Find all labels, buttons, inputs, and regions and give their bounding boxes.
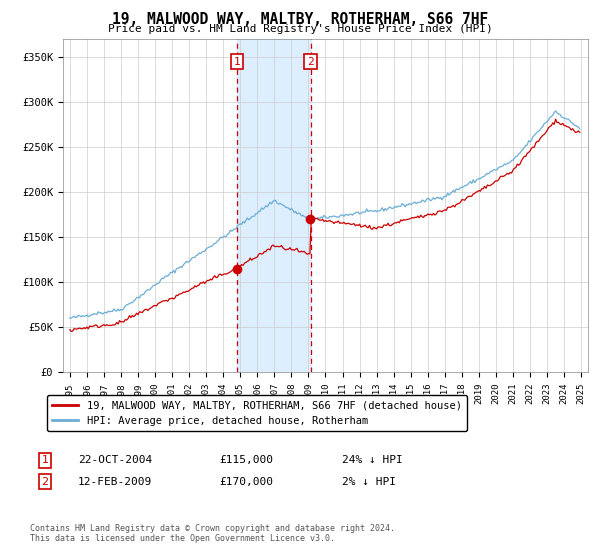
Text: 1: 1 <box>41 455 49 465</box>
Text: Contains HM Land Registry data © Crown copyright and database right 2024.
This d: Contains HM Land Registry data © Crown c… <box>30 524 395 543</box>
Text: 22-OCT-2004: 22-OCT-2004 <box>78 455 152 465</box>
Text: 2: 2 <box>307 57 314 67</box>
Text: 12-FEB-2009: 12-FEB-2009 <box>78 477 152 487</box>
Text: £170,000: £170,000 <box>219 477 273 487</box>
Text: 24% ↓ HPI: 24% ↓ HPI <box>342 455 403 465</box>
Text: 19, MALWOOD WAY, MALTBY, ROTHERHAM, S66 7HF: 19, MALWOOD WAY, MALTBY, ROTHERHAM, S66 … <box>112 12 488 27</box>
Text: Price paid vs. HM Land Registry's House Price Index (HPI): Price paid vs. HM Land Registry's House … <box>107 24 493 34</box>
Text: 2: 2 <box>41 477 49 487</box>
Text: £115,000: £115,000 <box>219 455 273 465</box>
Legend: 19, MALWOOD WAY, MALTBY, ROTHERHAM, S66 7HF (detached house), HPI: Average price: 19, MALWOOD WAY, MALTBY, ROTHERHAM, S66 … <box>47 395 467 431</box>
Bar <box>237 39 311 372</box>
Text: 2% ↓ HPI: 2% ↓ HPI <box>342 477 396 487</box>
Text: 1: 1 <box>233 57 240 67</box>
